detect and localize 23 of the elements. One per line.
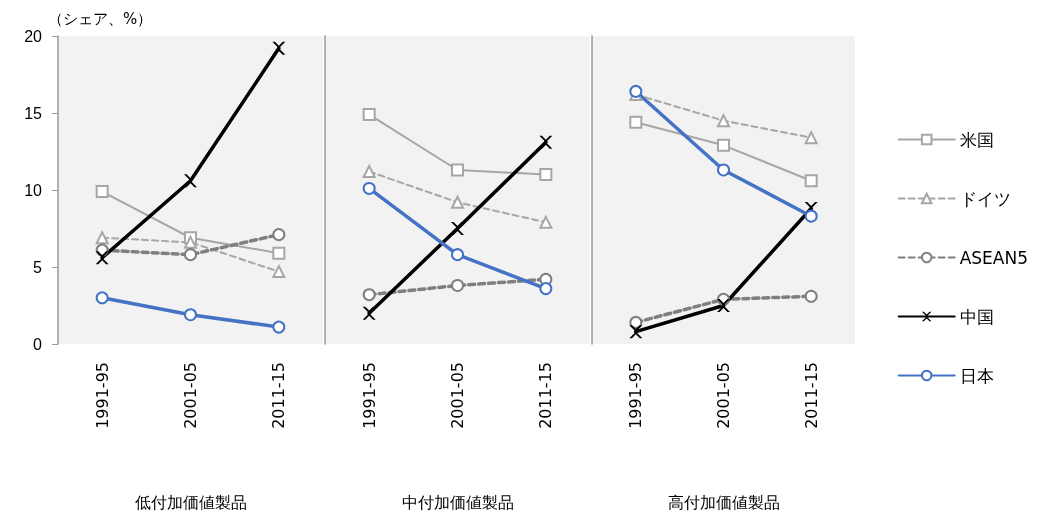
x-tick-label: 1991-95 — [626, 362, 646, 429]
legend-label: 米国 — [959, 129, 994, 150]
legend-label: ASEAN5 — [959, 247, 1028, 268]
x-tick-label: 1991-95 — [92, 362, 112, 429]
x-axis-title: 中付加価値製品 — [401, 492, 514, 512]
x-tick-label: 2011-15 — [269, 362, 289, 429]
legend-label: 中国 — [959, 306, 994, 327]
x-tick-label: 2001-05 — [714, 362, 733, 429]
x-tick-label: 2011-15 — [536, 362, 556, 429]
y-tick-label: 15 — [24, 104, 43, 122]
y-tick-label: 20 — [24, 27, 43, 45]
x-tick-label: 2011-15 — [801, 362, 821, 429]
legend-label: ドイツ — [959, 188, 1011, 209]
x-tick-label: 2001-05 — [181, 362, 200, 429]
x-axis-title: 高付加価値製品 — [667, 492, 780, 512]
y-axis-title: （シェア、%） — [48, 9, 153, 28]
x-axis-title: 低付加価値製品 — [134, 492, 247, 512]
y-tick-label: 10 — [24, 181, 43, 199]
x-tick-label: 2001-05 — [448, 362, 467, 429]
y-tick-label: 0 — [33, 335, 43, 353]
y-tick-label: 5 — [33, 258, 43, 276]
legend-label: 日本 — [959, 365, 994, 386]
x-tick-label: 1991-95 — [359, 362, 379, 429]
